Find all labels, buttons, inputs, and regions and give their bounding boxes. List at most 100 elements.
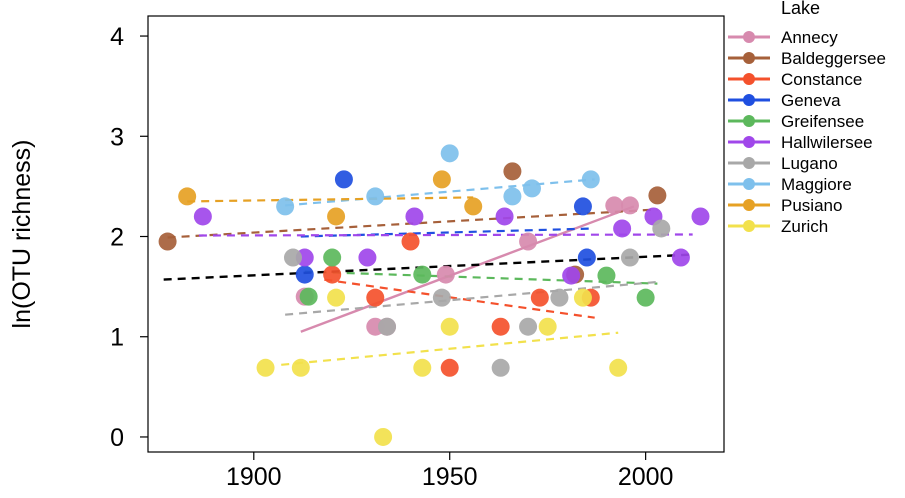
data-point-constance (491, 317, 510, 336)
legend-swatch-dot (743, 157, 755, 169)
trend-line-maggiore (285, 178, 595, 207)
legend-swatch-dot (743, 115, 755, 127)
x-tick-label: 2000 (618, 463, 674, 491)
data-point-zurich (573, 288, 592, 307)
data-point-hallwilersee (405, 207, 424, 226)
data-point-lugano (652, 219, 671, 238)
data-point-pusiano (464, 197, 483, 216)
data-point-pusiano (178, 187, 197, 206)
data-point-zurich (256, 358, 275, 377)
data-point-baldeggersee (503, 162, 522, 181)
legend-item-baldeggersee: Baldeggersee (728, 49, 886, 68)
legend-label: Lugano (781, 154, 838, 173)
data-point-greifensee (323, 248, 342, 267)
legend-item-lugano: Lugano (728, 154, 838, 173)
data-point-lugano (491, 358, 510, 377)
data-point-pusiano (327, 207, 346, 226)
plot-frame (147, 15, 725, 453)
data-point-hallwilersee (613, 219, 632, 238)
data-point-zurich (291, 358, 310, 377)
legend-item-annecy: Annecy (728, 28, 838, 47)
data-point-hallwilersee (358, 248, 377, 267)
y-tick-label: 0 (110, 424, 124, 452)
legend-label: Baldeggersee (781, 49, 886, 68)
trend-line-zurich (281, 331, 619, 366)
data-point-geneva (295, 265, 314, 284)
data-point-pusiano (432, 170, 451, 189)
data-point-geneva (577, 248, 596, 267)
data-point-maggiore (581, 170, 600, 189)
data-point-zurich (327, 288, 346, 307)
data-points (158, 144, 710, 446)
legend-label: Maggiore (781, 175, 852, 194)
legend-label: Geneva (781, 91, 841, 110)
data-point-hallwilersee (495, 207, 514, 226)
data-point-lugano (283, 248, 302, 267)
legend-item-geneva: Geneva (728, 91, 841, 110)
legend-label: Hallwilersee (781, 133, 873, 152)
legend-swatch-dot (743, 178, 755, 190)
legend-swatch-dot (743, 220, 755, 232)
data-point-zurich (374, 427, 393, 446)
y-tick-label: 4 (110, 23, 124, 51)
legend-swatch-dot (743, 199, 755, 211)
data-point-lugano (620, 248, 639, 267)
data-point-lugano (378, 317, 397, 336)
data-point-maggiore (523, 179, 541, 198)
data-point-constance (530, 288, 549, 307)
data-point-geneva (573, 197, 592, 216)
data-point-zurich (609, 358, 628, 377)
legend-item-maggiore: Maggiore (728, 175, 852, 194)
data-point-greifensee (413, 265, 432, 284)
legend-item-greifensee: Greifensee (728, 112, 864, 131)
legend-swatch-dot (743, 52, 755, 64)
legend-item-constance: Constance (728, 70, 862, 89)
legend: Lake Annecy Baldeggersee Constance Geneva Gr… (728, 0, 886, 236)
data-point-zurich (538, 317, 557, 336)
overall-trend-line (163, 253, 693, 281)
trend-line-annecy (300, 205, 635, 333)
data-point-annecy (620, 196, 639, 215)
x-tick-label: 1950 (422, 463, 478, 491)
trend-line-lugano (285, 280, 662, 316)
trend-line-geneva (300, 227, 595, 238)
data-point-hallwilersee (691, 207, 710, 226)
data-point-greifensee (636, 288, 655, 307)
y-tick-label: 2 (110, 224, 124, 252)
legend-swatch-dot (743, 31, 755, 43)
data-point-geneva (334, 170, 353, 189)
legend-item-zurich: Zurich (728, 217, 828, 236)
data-point-constance (440, 358, 459, 377)
trend-line-constance (324, 278, 595, 319)
data-point-hallwilersee (193, 207, 212, 226)
data-point-zurich (413, 358, 432, 377)
data-point-baldeggersee (648, 186, 667, 205)
legend-item-pusiano: Pusiano (728, 196, 842, 215)
y-axis-label: ln(OTU richness) (8, 140, 36, 329)
data-point-greifensee (299, 287, 318, 306)
data-point-lugano (519, 317, 538, 336)
legend-swatch-dot (743, 73, 755, 85)
x-tick-label: 1900 (226, 463, 282, 491)
data-point-constance (401, 232, 420, 251)
legend-swatch-dot (743, 136, 755, 148)
legend-label: Annecy (781, 28, 838, 47)
trend-line-greifensee (304, 270, 658, 285)
y-axis: 0 1 2 3 4 (110, 23, 148, 452)
data-point-lugano (550, 288, 569, 307)
legend-label: Zurich (781, 217, 828, 236)
y-tick-label: 1 (110, 324, 124, 352)
legend-swatch-dot (743, 94, 755, 106)
data-point-constance (323, 265, 342, 284)
data-point-zurich (440, 317, 459, 336)
trend-line-pusiano (187, 196, 474, 203)
trend-lines (163, 178, 693, 366)
y-tick-label: 3 (110, 123, 124, 151)
legend-label: Greifensee (781, 112, 864, 131)
data-point-maggiore (276, 197, 295, 216)
legend-label: Pusiano (781, 196, 842, 215)
legend-item-hallwilersee: Hallwilersee (728, 133, 873, 152)
data-point-lugano (432, 288, 451, 307)
